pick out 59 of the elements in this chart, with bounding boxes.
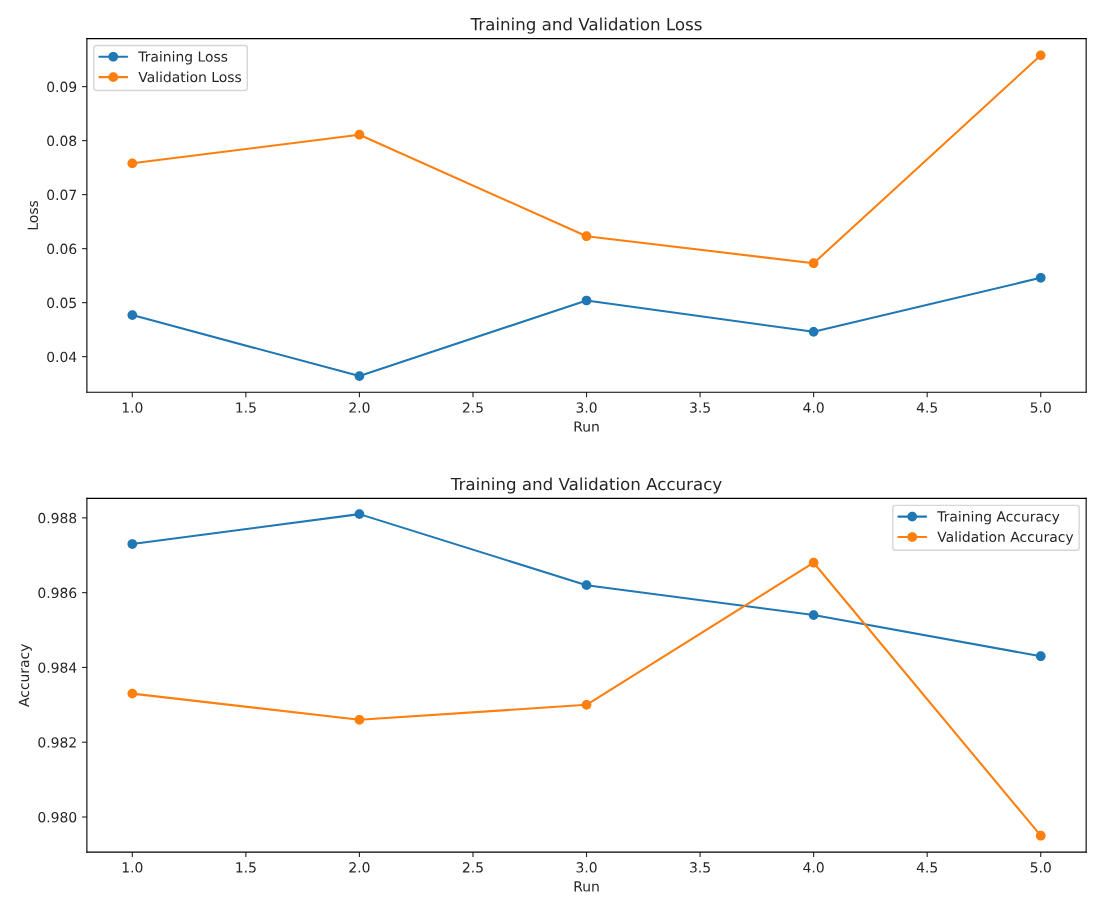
point xyxy=(581,231,592,242)
chart-title: Training and Validation Accuracy xyxy=(450,477,722,494)
legend-label: Training Loss xyxy=(138,51,228,65)
x-tick-label: 5.0 xyxy=(1030,402,1051,413)
y-tick-label: 0.09 xyxy=(47,81,77,93)
point xyxy=(808,258,819,269)
point xyxy=(127,158,138,169)
x-tick-label: 1.0 xyxy=(122,402,143,413)
x-tick-label: 1.5 xyxy=(236,402,256,413)
x-axis-title: Run xyxy=(574,421,599,432)
legend-label: Validation Loss xyxy=(138,71,242,83)
x-tick-label: 2.5 xyxy=(462,862,483,873)
x-tick-label: 4.0 xyxy=(803,402,824,413)
y-tick-label: 0.04 xyxy=(47,351,77,363)
y-axis-title: Accuracy xyxy=(18,643,32,707)
point xyxy=(808,326,819,337)
point xyxy=(127,688,138,699)
point xyxy=(581,580,592,591)
point xyxy=(354,129,365,140)
point xyxy=(581,699,592,710)
point xyxy=(127,310,138,320)
point xyxy=(354,509,365,519)
x-tick-label: 3.0 xyxy=(576,862,597,873)
point xyxy=(127,539,138,549)
point xyxy=(1035,50,1046,61)
point xyxy=(1035,272,1046,283)
legend-label: Training Accuracy xyxy=(937,510,1060,525)
x-tick-label: 2.5 xyxy=(462,402,483,413)
x-tick-label: 5.0 xyxy=(1030,862,1051,873)
y-tick-label: 0.05 xyxy=(47,297,76,309)
y-tick-label: 0.06 xyxy=(47,243,77,255)
x-tick-label: 4.5 xyxy=(916,862,938,873)
point xyxy=(808,610,819,620)
x-tick-label: 3.5 xyxy=(690,402,710,413)
point xyxy=(1035,830,1046,841)
x-tick-label: 1.0 xyxy=(122,862,143,873)
legend-label: Validation Accuracy xyxy=(937,531,1074,545)
x-tick-label: 4.0 xyxy=(803,862,824,873)
y-tick-label: 0.988 xyxy=(38,512,77,524)
x-tick-label: 4.5 xyxy=(916,402,938,413)
x-tick-label: 2.0 xyxy=(349,862,370,873)
x-axis-title: Run xyxy=(574,881,599,892)
y-tick-label: 0.08 xyxy=(47,135,77,147)
chart-title: Training and Validation Loss xyxy=(470,17,702,34)
y-tick-label: 0.07 xyxy=(47,189,76,201)
y-axis-title: Loss xyxy=(27,200,38,230)
y-tick-label: 0.980 xyxy=(38,811,77,823)
point xyxy=(808,557,819,568)
y-tick-label: 0.986 xyxy=(38,587,77,599)
point xyxy=(354,371,365,381)
x-tick-label: 2.0 xyxy=(349,402,370,413)
point xyxy=(354,714,365,725)
point xyxy=(581,295,592,306)
x-tick-label: 1.5 xyxy=(236,862,256,873)
x-tick-label: 3.0 xyxy=(576,402,597,413)
y-tick-label: 0.984 xyxy=(38,662,77,673)
point xyxy=(1035,651,1046,662)
y-tick-label: 0.982 xyxy=(38,737,76,748)
x-tick-label: 3.5 xyxy=(690,862,710,873)
